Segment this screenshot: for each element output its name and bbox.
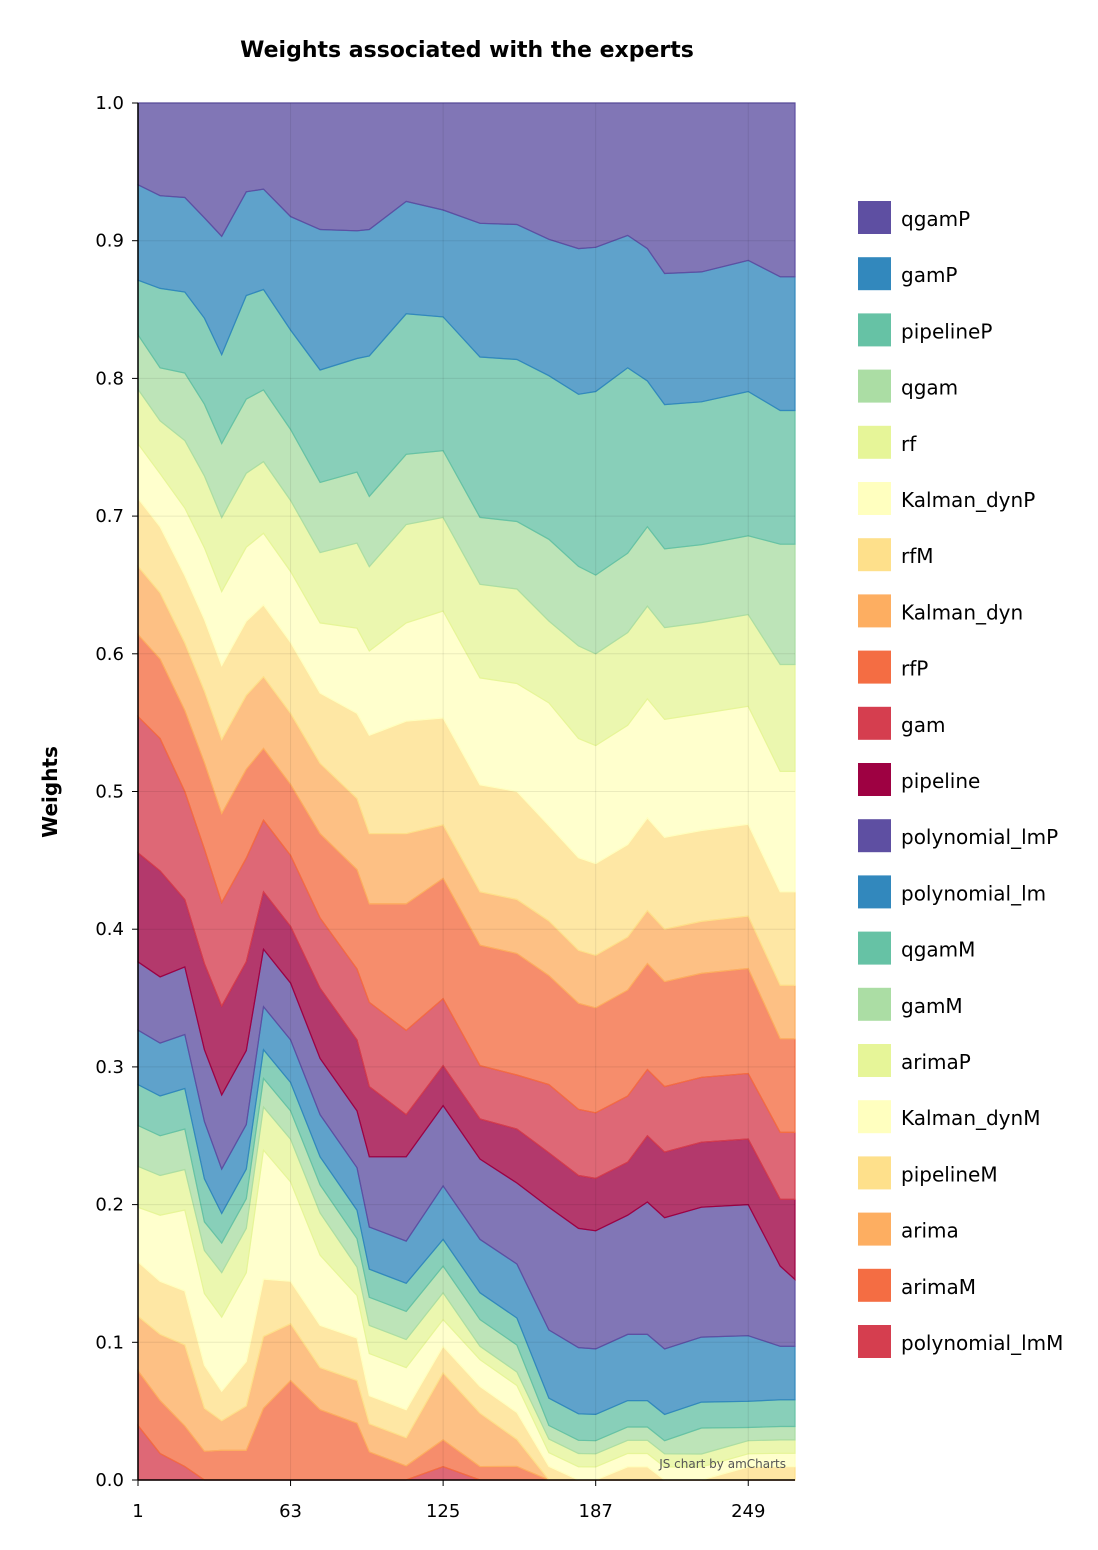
legend-label: gamP bbox=[901, 263, 958, 287]
legend-item-gamp[interactable]: gamP bbox=[858, 257, 958, 291]
legend-label: rf bbox=[901, 432, 917, 456]
legend-item-kalman-dynp[interactable]: Kalman_dynP bbox=[858, 482, 1035, 515]
legend-label: Kalman_dyn bbox=[901, 600, 1023, 624]
legend: qgamP gamP pipelineP qgam rf Kalman_dynP rfM Ka… bbox=[858, 201, 1063, 1358]
y-tick-label: 0.7 bbox=[95, 506, 124, 527]
legend-item-polynomial-lmm[interactable]: polynomial_lmM bbox=[858, 1325, 1063, 1358]
legend-item-qgam[interactable]: qgam bbox=[858, 369, 958, 403]
y-tick-label: 0.3 bbox=[95, 1057, 124, 1078]
legend-swatch bbox=[858, 313, 891, 347]
legend-swatch bbox=[858, 425, 891, 459]
legend-item-polynomial-lmp[interactable]: polynomial_lmP bbox=[858, 819, 1058, 853]
legend-swatch bbox=[858, 201, 891, 234]
legend-label: qgamM bbox=[901, 938, 975, 962]
y-tick-label: 0.6 bbox=[95, 644, 124, 665]
legend-swatch bbox=[858, 763, 891, 796]
legend-swatch bbox=[858, 594, 891, 628]
legend-item-pipelinep[interactable]: pipelineP bbox=[858, 313, 992, 347]
legend-item-qgamm[interactable]: qgamM bbox=[858, 931, 975, 965]
legend-item-kalman-dynm[interactable]: Kalman_dynM bbox=[858, 1100, 1040, 1134]
legend-swatch bbox=[858, 819, 891, 853]
y-tick-label: 0.9 bbox=[95, 231, 124, 252]
grid-lines bbox=[137, 102, 795, 1481]
area-series-qgamp[interactable] bbox=[137, 102, 796, 278]
legend-item-kalman-dyn[interactable]: Kalman_dyn bbox=[858, 594, 1023, 628]
legend-item-pipeline[interactable]: pipeline bbox=[858, 763, 980, 796]
legend-label: gamM bbox=[901, 994, 963, 1018]
legend-item-arimap[interactable]: arimaP bbox=[858, 1044, 971, 1077]
legend-label: Kalman_dynP bbox=[901, 488, 1035, 512]
legend-swatch bbox=[858, 257, 891, 291]
legend-swatch bbox=[858, 1044, 891, 1077]
legend-swatch bbox=[858, 875, 891, 909]
legend-swatch bbox=[858, 1100, 891, 1134]
y-axis-label: Weights bbox=[38, 746, 62, 838]
y-tick-label: 0.5 bbox=[95, 782, 124, 803]
legend-swatch bbox=[858, 1268, 891, 1302]
x-tick-label: 187 bbox=[579, 1501, 613, 1522]
y-tick-label: 0.8 bbox=[95, 368, 124, 389]
legend-label: polynomial_lmM bbox=[901, 1331, 1063, 1355]
legend-item-arima[interactable]: arima bbox=[858, 1212, 959, 1246]
y-tick-label: 0.1 bbox=[95, 1332, 124, 1353]
legend-item-gamm[interactable]: gamM bbox=[858, 987, 963, 1021]
y-tick-label: 0.0 bbox=[95, 1470, 124, 1491]
x-tick-label: 249 bbox=[731, 1501, 765, 1522]
x-tick-label: 125 bbox=[426, 1501, 460, 1522]
y-tick-label: 0.2 bbox=[95, 1195, 124, 1216]
legend-label: arimaP bbox=[901, 1050, 971, 1074]
chart-title: Weights associated with the experts bbox=[240, 38, 694, 63]
legend-swatch bbox=[858, 1212, 891, 1246]
plot-area bbox=[137, 102, 796, 1481]
axes: 0.0 0.1 0.2 0.3 0.4 0.5 0.6 0.7 0.8 0.9 1.0 1 63 125 1… bbox=[95, 93, 795, 1522]
legend-label: pipeline bbox=[901, 769, 980, 793]
legend-swatch bbox=[858, 650, 891, 684]
legend-label: pipelineM bbox=[901, 1162, 998, 1186]
legend-label: polynomial_lm bbox=[901, 881, 1046, 905]
legend-item-rfp[interactable]: rfP bbox=[858, 650, 928, 684]
chart-credit[interactable]: JS chart by amCharts bbox=[658, 1457, 786, 1471]
legend-item-qgamp[interactable]: qgamP bbox=[858, 201, 970, 234]
legend-label: rfP bbox=[901, 657, 928, 681]
legend-item-rfm[interactable]: rfM bbox=[858, 538, 934, 572]
legend-label: qgamP bbox=[901, 207, 970, 231]
legend-label: polynomial_lmP bbox=[901, 825, 1058, 849]
x-tick-label: 63 bbox=[279, 1501, 302, 1522]
legend-item-pipelinem[interactable]: pipelineM bbox=[858, 1156, 998, 1190]
legend-swatch bbox=[858, 1325, 891, 1358]
legend-swatch bbox=[858, 369, 891, 403]
legend-label: gam bbox=[901, 713, 945, 737]
y-tick-label: 0.4 bbox=[95, 919, 124, 940]
legend-swatch bbox=[858, 482, 891, 515]
legend-item-arimam[interactable]: arimaM bbox=[858, 1268, 976, 1302]
legend-swatch bbox=[858, 538, 891, 572]
legend-label: qgam bbox=[901, 376, 958, 400]
legend-label: rfM bbox=[901, 544, 934, 568]
x-tick-label: 1 bbox=[132, 1501, 143, 1522]
legend-swatch bbox=[858, 706, 891, 740]
legend-swatch bbox=[858, 931, 891, 965]
legend-item-polynomial-lm[interactable]: polynomial_lm bbox=[858, 875, 1046, 909]
legend-swatch bbox=[858, 1156, 891, 1190]
legend-label: pipelineP bbox=[901, 319, 992, 343]
y-tick-label: 1.0 bbox=[95, 93, 124, 114]
legend-item-rf[interactable]: rf bbox=[858, 425, 917, 459]
legend-item-gam[interactable]: gam bbox=[858, 706, 945, 740]
legend-label: Kalman_dynM bbox=[901, 1106, 1040, 1130]
legend-swatch bbox=[858, 987, 891, 1021]
legend-label: arima bbox=[901, 1219, 959, 1243]
legend-label: arimaM bbox=[901, 1275, 976, 1299]
